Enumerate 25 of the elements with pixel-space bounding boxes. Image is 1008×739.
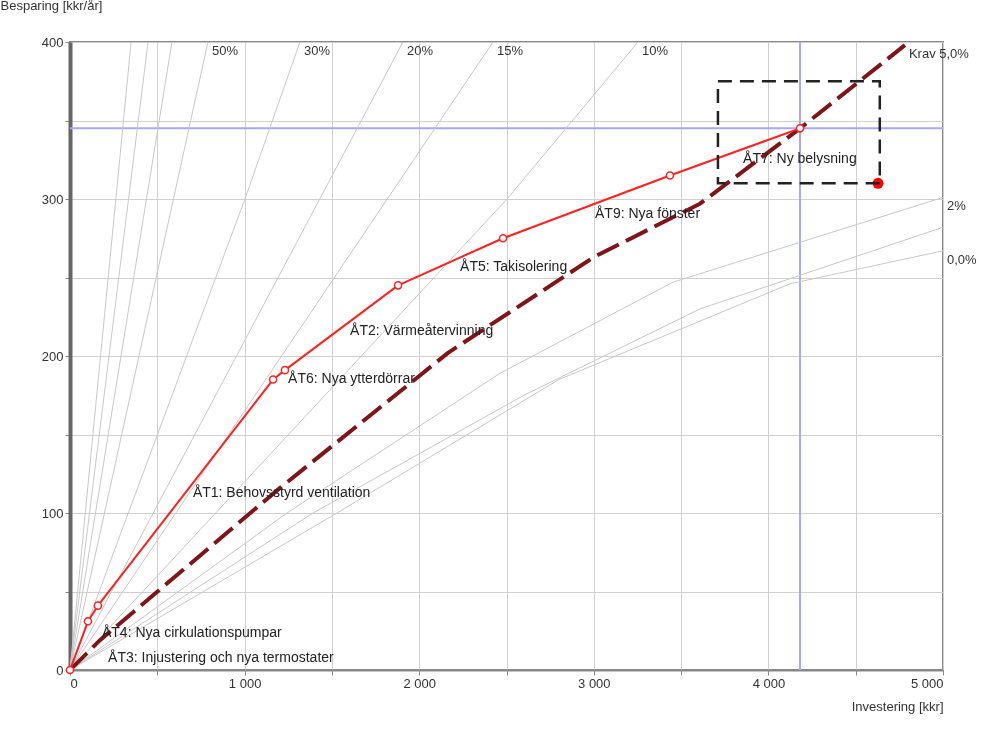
series-label: 30%	[303, 43, 331, 58]
x-axis-title: Investering [kkr]	[851, 698, 944, 714]
y-tick-label: 300	[41, 191, 64, 207]
y-tick-label: 100	[41, 505, 64, 521]
series-label: 2%	[947, 198, 967, 214]
series-label: 50%	[211, 43, 239, 58]
annotation: ÅT3: Injustering och nya termostater	[108, 649, 335, 666]
x-tick-label: 4 000	[752, 675, 786, 691]
series-label: 15%	[497, 43, 524, 58]
series-label: 0,0%	[947, 251, 978, 267]
series-label: 10%	[641, 43, 669, 58]
annotation: ÅT5: Takisolering	[460, 258, 568, 275]
y-tick-label: 0	[56, 662, 64, 678]
annotation: ÅT6: Nya ytterdörrar	[288, 369, 416, 386]
x-tick-label: 1 000	[228, 675, 262, 691]
annotation: ÅT4: Nya cirkulationspumpar	[101, 623, 283, 640]
y-tick-label: 200	[41, 348, 64, 364]
x-tick-label: 5 000	[910, 675, 944, 691]
annotation: ÅT7: Ny belysning	[743, 149, 857, 166]
y-tick-label: 400	[41, 34, 64, 50]
x-tick-label: 0	[70, 675, 78, 691]
annotation: ÅT2: Värmeåtervinning	[350, 322, 494, 339]
series-label: 20%	[406, 43, 434, 58]
x-tick-label: 3 000	[578, 675, 611, 691]
x-tick-label: 2 000	[403, 675, 436, 691]
